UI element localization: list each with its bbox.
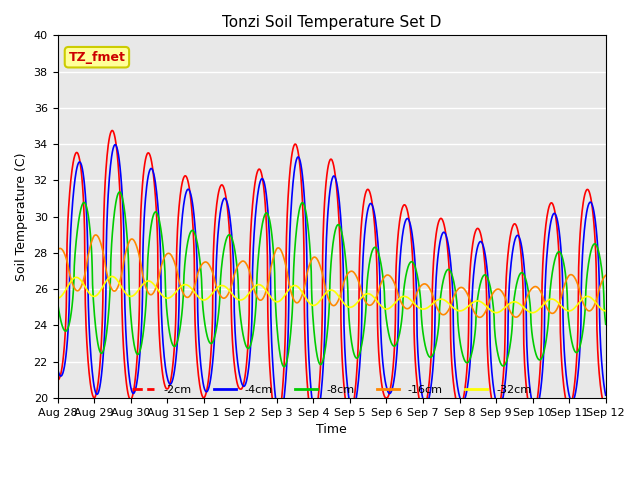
X-axis label: Time: Time bbox=[316, 423, 347, 436]
Legend: -2cm, -4cm, -8cm, -16cm, -32cm: -2cm, -4cm, -8cm, -16cm, -32cm bbox=[128, 381, 536, 400]
Title: Tonzi Soil Temperature Set D: Tonzi Soil Temperature Set D bbox=[222, 15, 442, 30]
Text: TZ_fmet: TZ_fmet bbox=[68, 51, 125, 64]
Y-axis label: Soil Temperature (C): Soil Temperature (C) bbox=[15, 152, 28, 281]
